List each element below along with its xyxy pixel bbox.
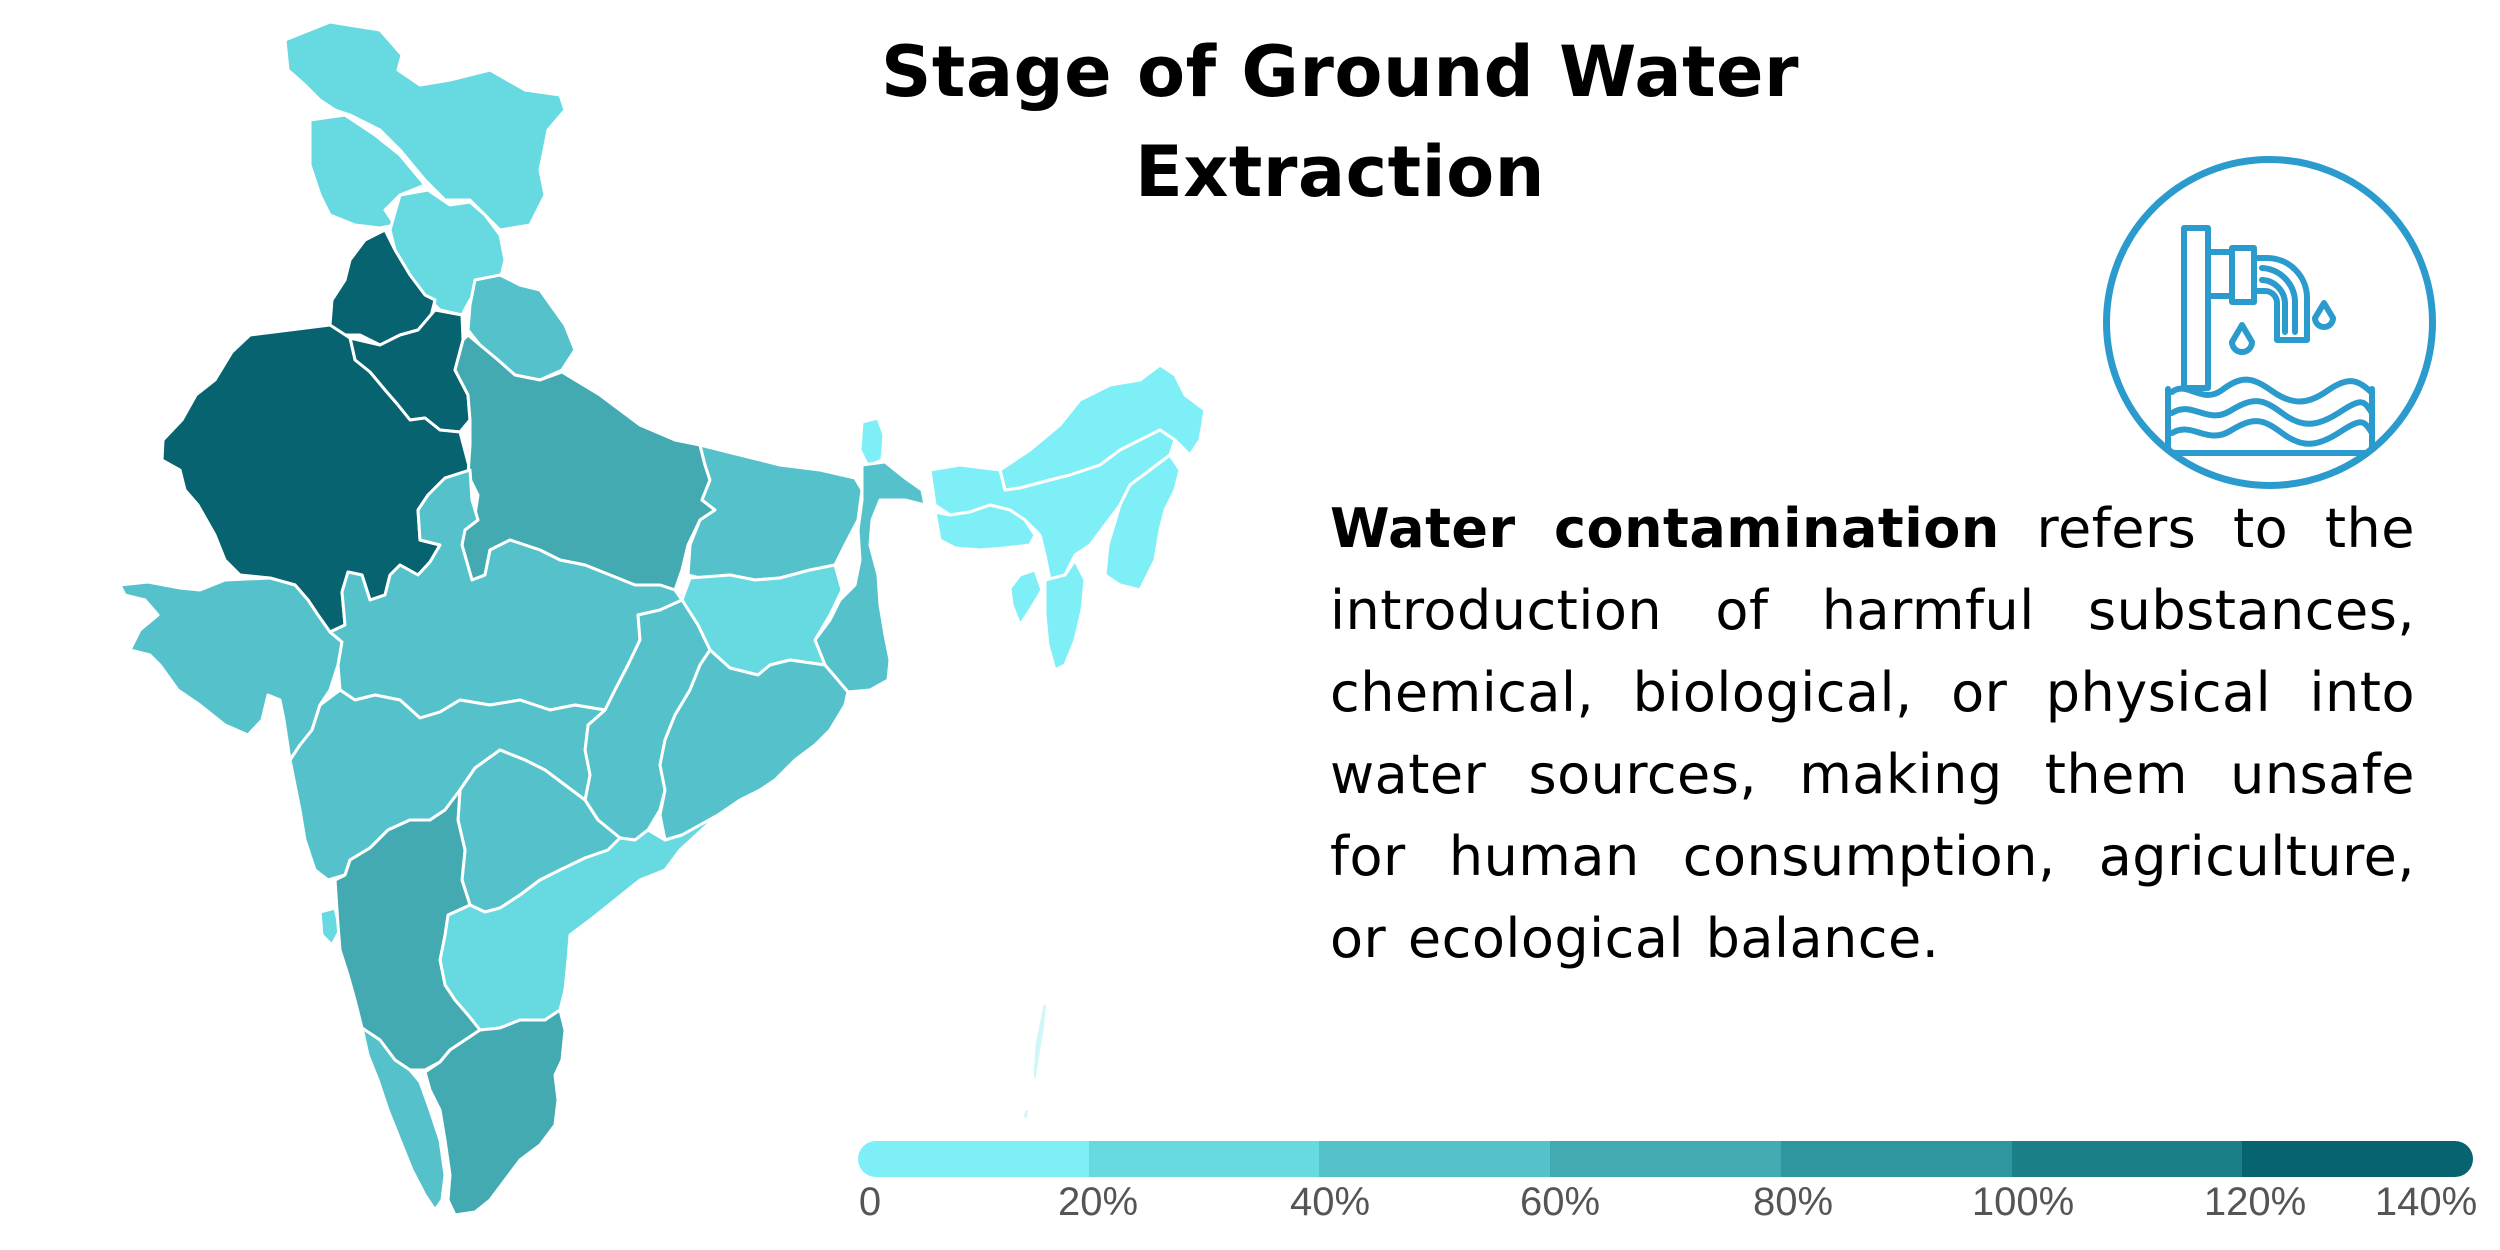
description-body: refers to the introduction of harmful su… — [1330, 497, 2415, 970]
state-andaman-nicobar[interactable] — [1020, 998, 1050, 1122]
legend-bin-100-120 — [2011, 1141, 2243, 1177]
legend-tick: 120% — [2203, 1180, 2307, 1224]
state-manipur-nagaland[interactable] — [1103, 453, 1182, 592]
title-line-2: Extraction — [1134, 131, 1546, 213]
legend-bin-120-140 — [2242, 1141, 2473, 1177]
description-paragraph: Water contamination refers to the introd… — [1330, 488, 2415, 980]
legend-tick: 60% — [1519, 1180, 1601, 1224]
color-scale-legend — [858, 1141, 2473, 1177]
legend-tick: 80% — [1752, 1180, 1834, 1224]
water-pollution-pipe-icon — [2103, 156, 2436, 489]
state-jk-south[interactable] — [308, 113, 427, 230]
title-line-1: Stage of Ground Water — [880, 31, 1800, 113]
legend-tick: 140% — [2374, 1180, 2478, 1224]
state-meghalaya[interactable] — [933, 503, 1037, 552]
chart-title: Stage of Ground Water Extraction — [800, 22, 1880, 222]
legend-bin-20-40 — [1088, 1141, 1320, 1177]
state-goa[interactable] — [318, 906, 342, 947]
state-odisha[interactable] — [658, 648, 850, 842]
state-mizoram[interactable] — [1043, 558, 1087, 672]
legend-tick: 20% — [1057, 1180, 1139, 1224]
state-jammu-kashmir[interactable] — [283, 20, 567, 232]
legend-tick: 100% — [1971, 1180, 2075, 1224]
state-kerala[interactable] — [360, 1026, 447, 1212]
legend-tick-labels: 0 20% 40% 60% 80% 100% 120% 140% — [858, 1180, 2477, 1240]
india-choropleth-map — [118, 20, 1207, 1217]
legend-tick: 40% — [1289, 1180, 1371, 1224]
legend-bin-60-80 — [1550, 1141, 1781, 1177]
description-term: Water contamination — [1330, 497, 2000, 560]
state-tripura[interactable] — [1008, 568, 1044, 627]
legend-bin-40-60 — [1319, 1141, 1551, 1177]
state-west-bengal[interactable] — [813, 460, 927, 694]
state-sikkim[interactable] — [858, 416, 886, 468]
legend-bin-0-20 — [858, 1141, 1089, 1177]
state-bihar[interactable] — [686, 443, 864, 582]
state-tamil-nadu[interactable] — [423, 1008, 567, 1217]
legend-bin-80-100 — [1780, 1141, 2012, 1177]
legend-tick: 0 — [858, 1180, 882, 1224]
